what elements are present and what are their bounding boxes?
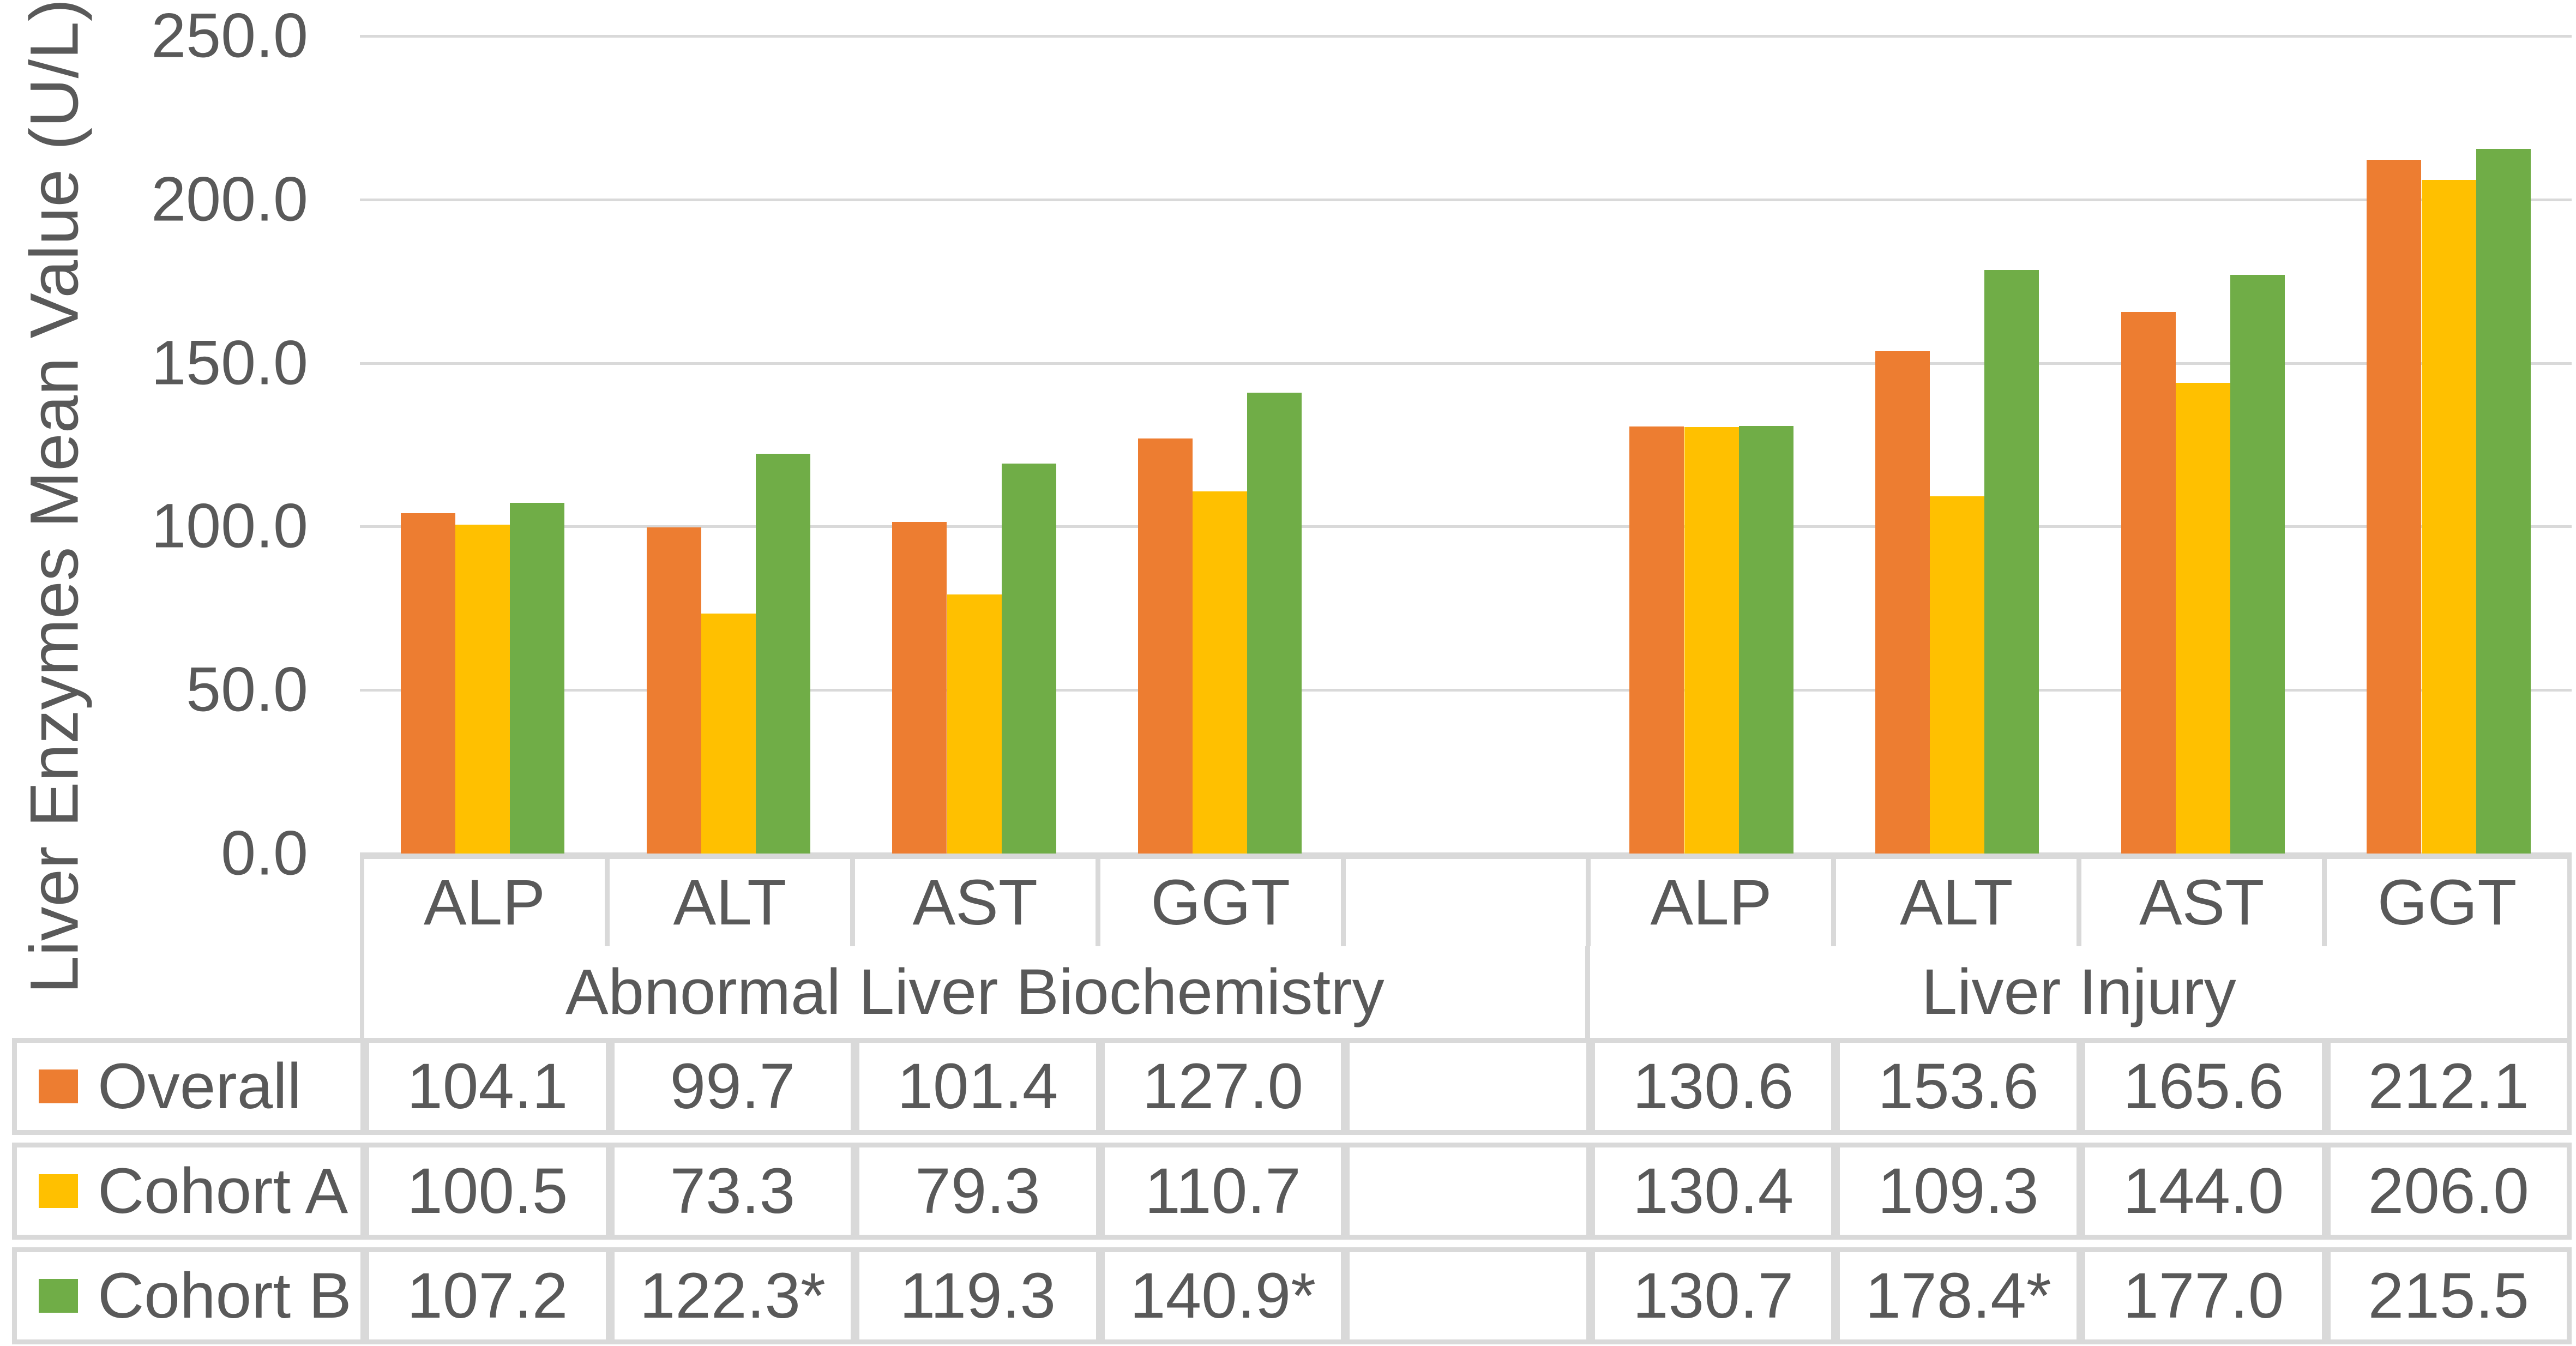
bar-overall-slot7 (2121, 312, 2176, 854)
value-cell: 107.2 (360, 1252, 606, 1339)
bar-cohort-b-slot5 (1739, 426, 1793, 854)
value-cell: 178.4* (1831, 1252, 2077, 1339)
bar-overall-slot6 (1875, 351, 1930, 854)
spacer-value-cell (1341, 1147, 1586, 1235)
value-cell: 73.3 (605, 1147, 851, 1235)
bar-cohort-a-slot6 (1930, 496, 1984, 854)
legend-label: Overall (98, 1050, 302, 1122)
bar-overall-slot5 (1629, 426, 1684, 854)
group-label-cell: Abnormal Liver Biochemistry (565, 956, 1385, 1028)
table-row-cohort-b: Cohort B 107.2 122.3* 119.3 140.9* 130.7 178.4… (12, 1247, 2572, 1344)
bar-cohort-a-slot7 (2176, 383, 2230, 854)
value-cell: 79.3 (851, 1147, 1096, 1235)
category-cell-alt-6: ALT (1831, 859, 2077, 946)
bar-cohort-a-slot2 (947, 594, 1002, 854)
gridline-200.0 (360, 199, 2572, 201)
group-label-row: Abnormal Liver Biochemistry Liver Injury (360, 946, 2572, 1038)
value-cell: 130.6 (1586, 1043, 1832, 1130)
value-cell: 212.1 (2321, 1043, 2567, 1130)
value-cell: 144.0 (2076, 1147, 2322, 1235)
value-cell: 130.4 (1586, 1147, 1832, 1235)
value-cell: 215.5 (2321, 1252, 2567, 1339)
spacer-value-cell (1341, 1043, 1586, 1130)
value-cell: 100.5 (360, 1147, 606, 1235)
y-tick-label: 250.0 (151, 1, 308, 71)
bar-cohort-b-slot0 (510, 503, 564, 854)
legend-swatch-cohort-a (39, 1174, 78, 1208)
bar-cohort-a-slot3 (1193, 491, 1247, 854)
value-cell: 153.6 (1831, 1043, 2077, 1130)
value-cell: 109.3 (1831, 1147, 2077, 1235)
category-cell-alp-0: ALP (423, 867, 545, 939)
table-row-overall: Overall 104.1 99.7 101.4 127.0 130.6 153.6 165.… (12, 1038, 2572, 1135)
value-cell: 119.3 (851, 1252, 1096, 1339)
bar-overall-slot2 (892, 522, 947, 854)
bar-cohort-b-slot3 (1247, 393, 1302, 854)
legend-cell: Overall (17, 1043, 360, 1130)
spacer-cell (1340, 859, 1586, 946)
bar-cohort-b-slot1 (756, 454, 810, 854)
y-tick-label: 150.0 (151, 328, 308, 398)
y-tick-label: 100.0 (151, 491, 308, 561)
gridline-50.0 (360, 689, 2572, 692)
group-label-cell: Liver Injury (1585, 946, 2567, 1038)
category-cell-ggt-8: GGT (2322, 859, 2567, 946)
value-cell: 165.6 (2076, 1043, 2322, 1130)
bar-cohort-b-slot2 (1002, 464, 1056, 854)
bar-cohort-a-slot5 (1684, 427, 1739, 854)
value-cell: 110.7 (1096, 1147, 1341, 1235)
legend-label: Cohort A (98, 1155, 348, 1227)
y-tick-label: 200.0 (151, 164, 308, 235)
gridline-150.0 (360, 362, 2572, 365)
bar-cohort-b-slot6 (1984, 270, 2039, 854)
category-cell-alt-1: ALT (604, 859, 850, 946)
value-cell: 101.4 (851, 1043, 1096, 1130)
gridline-100.0 (360, 525, 2572, 528)
category-cell-ggt-3: GGT (1095, 859, 1341, 946)
y-tick-label: 50.0 (186, 654, 308, 725)
category-cell-ast-2: AST (850, 859, 1096, 946)
bar-cohort-b-slot7 (2230, 275, 2285, 854)
value-cell: 130.7 (1586, 1252, 1832, 1339)
legend-cell: Cohort B (17, 1252, 360, 1339)
y-tick-label: 0.0 (221, 818, 308, 888)
bar-overall-slot0 (401, 513, 455, 854)
category-row: ALP ALT AST GGT ALP ALT AST GGT (360, 854, 2572, 946)
bar-cohort-a-slot8 (2422, 180, 2476, 854)
legend-cell: Cohort A (17, 1147, 360, 1235)
value-cell: 99.7 (605, 1043, 851, 1130)
bar-overall-slot1 (647, 527, 701, 854)
spacer-value-cell (1341, 1252, 1586, 1339)
value-cell: 104.1 (360, 1043, 606, 1130)
category-cell-alp-5: ALP (1586, 859, 1831, 946)
value-cell: 206.0 (2321, 1147, 2567, 1235)
value-cell: 177.0 (2076, 1252, 2322, 1339)
legend-swatch-overall (39, 1069, 78, 1103)
table-row-cohort-a: Cohort A 100.5 73.3 79.3 110.7 130.4 109.3 144.… (12, 1143, 2572, 1240)
value-cell: 122.3* (605, 1252, 851, 1339)
bar-cohort-a-slot0 (455, 525, 510, 854)
legend-label: Cohort B (98, 1260, 352, 1332)
bar-overall-slot3 (1138, 438, 1193, 854)
value-cell: 140.9* (1096, 1252, 1341, 1339)
value-cell: 127.0 (1096, 1043, 1341, 1130)
bar-cohort-b-slot8 (2476, 149, 2531, 854)
bar-cohort-a-slot1 (701, 614, 756, 854)
gridline-250.0 (360, 35, 2572, 38)
legend-swatch-cohort-b (39, 1279, 78, 1313)
bar-overall-slot8 (2367, 160, 2421, 854)
category-cell-ast-7: AST (2077, 859, 2322, 946)
